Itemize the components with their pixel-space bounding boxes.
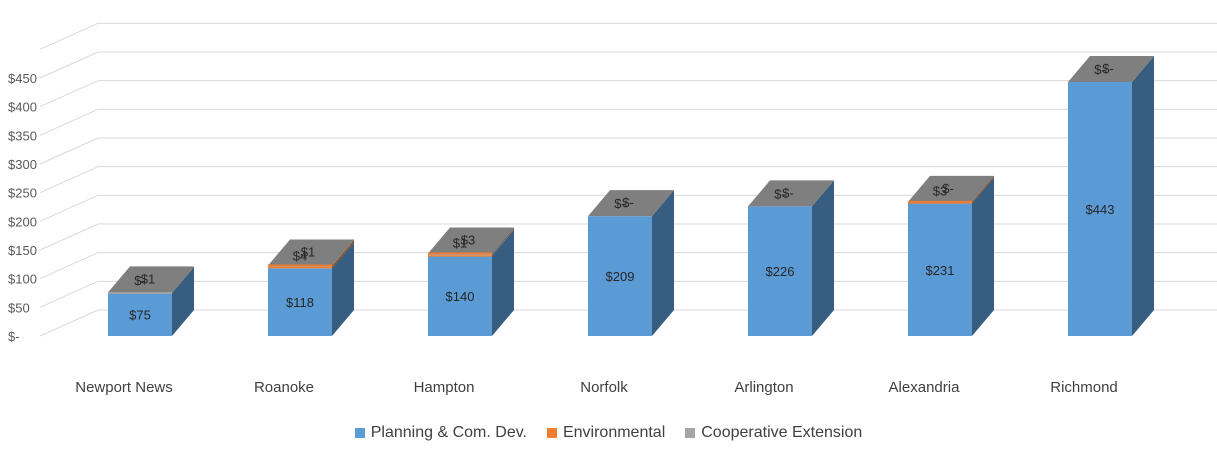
bar-planning — [908, 203, 972, 336]
bar-environmental — [428, 255, 492, 257]
bar-planning-side — [812, 180, 834, 336]
data-label-planning: $140 — [446, 289, 475, 304]
bar-planning — [268, 268, 332, 336]
bar-top — [428, 227, 514, 254]
data-label-cooperative: $- — [942, 181, 954, 196]
bar-top — [748, 180, 834, 207]
legend-item-environmental: Environmental — [546, 424, 666, 442]
legend: Planning & Com. Dev. Environmental Coope… — [0, 424, 1217, 442]
legend-swatch-environmental — [546, 428, 557, 438]
y-tick-label: $50 — [8, 300, 30, 315]
gridline-diagonal — [39, 309, 99, 337]
bar-environmental-side — [972, 175, 994, 204]
gridline-diagonal — [39, 108, 99, 136]
bar-planning-side — [972, 177, 994, 336]
data-label-planning: $209 — [606, 269, 635, 284]
legend-label-cooperative: Cooperative Extension — [701, 424, 863, 441]
bar-planning-side — [332, 242, 354, 336]
bar-planning — [108, 293, 172, 336]
gridline-diagonal — [39, 51, 99, 79]
y-tick-label: $- — [8, 329, 20, 344]
data-label-cooperative: $- — [782, 185, 794, 200]
data-label-cooperative: $1 — [141, 271, 155, 286]
gridline-diagonal — [39, 80, 99, 108]
y-tick-label: $150 — [8, 243, 37, 258]
gridline-diagonal — [39, 252, 99, 280]
bar-planning-side — [172, 267, 194, 336]
legend-label-planning: Planning & Com. Dev. — [370, 424, 527, 441]
data-label-cooperative: $3 — [461, 232, 475, 247]
bar-planning-side — [652, 190, 674, 336]
gridline-diagonal — [39, 280, 99, 308]
data-label-environmental: $1 — [453, 236, 467, 251]
data-label-environmental: $- — [1094, 62, 1106, 77]
category-label: Alexandria — [889, 379, 961, 396]
data-label-environmental: $3 — [933, 184, 947, 199]
data-label-cooperative: $1 — [301, 244, 315, 259]
bar-top — [588, 190, 674, 217]
legend-item-cooperative: Cooperative Extension — [685, 424, 862, 442]
data-label-cooperative: $- — [622, 195, 634, 210]
bar-planning-side — [1132, 56, 1154, 336]
y-tick-label: $100 — [8, 272, 37, 287]
y-tick-label: $250 — [8, 186, 37, 201]
data-label-planning: $231 — [926, 263, 955, 278]
bar-planning — [428, 255, 492, 336]
category-label: Roanoke — [254, 379, 314, 396]
gridline-diagonal — [39, 194, 99, 222]
data-label-environmental: $4 — [293, 248, 307, 263]
bar-planning — [748, 206, 812, 336]
y-tick-label: $200 — [8, 214, 37, 229]
gridline-diagonal — [39, 166, 99, 194]
data-label-planning: $443 — [1086, 202, 1115, 217]
bar-planning — [588, 216, 652, 336]
bar-cooperative-side — [492, 227, 514, 256]
y-tick-label: $450 — [8, 71, 37, 86]
gridline-diagonal — [39, 137, 99, 165]
bar-top — [108, 266, 194, 293]
data-label-cooperative: $- — [1102, 61, 1114, 76]
category-label: Norfolk — [580, 379, 628, 396]
data-label-planning: $226 — [766, 264, 795, 279]
y-tick-label: $400 — [8, 100, 37, 115]
bar-cooperative-side — [172, 266, 194, 293]
bar-environmental — [268, 266, 332, 269]
bar-planning-side — [492, 229, 514, 336]
bar-top — [908, 175, 994, 202]
bar-environmental-side — [492, 229, 514, 256]
data-label-planning: $75 — [129, 308, 151, 323]
legend-swatch-planning — [354, 428, 365, 438]
bar-planning — [1068, 82, 1132, 336]
category-label: Arlington — [734, 379, 793, 396]
gridline-diagonal — [39, 22, 99, 50]
bar-top — [1068, 56, 1154, 83]
bar-top — [268, 239, 354, 266]
category-label: Hampton — [414, 379, 475, 396]
y-tick-label: $350 — [8, 128, 37, 143]
bar-environmental-side — [332, 240, 354, 269]
category-label: Newport News — [75, 379, 173, 396]
data-label-planning: $118 — [286, 295, 314, 310]
legend-swatch-cooperative — [685, 428, 696, 438]
legend-item-planning: Planning & Com. Dev. — [354, 424, 527, 442]
data-label-environmental: $- — [774, 186, 786, 201]
y-tick-label: $300 — [8, 157, 37, 172]
bar-cooperative-side — [332, 239, 354, 267]
gridline-diagonal — [39, 223, 99, 251]
data-label-environmental: $- — [614, 196, 626, 211]
category-label: Richmond — [1050, 379, 1118, 396]
legend-label-environmental: Environmental — [562, 424, 666, 441]
bar-cooperative — [108, 292, 172, 294]
data-label-environmental: $- — [134, 273, 146, 288]
